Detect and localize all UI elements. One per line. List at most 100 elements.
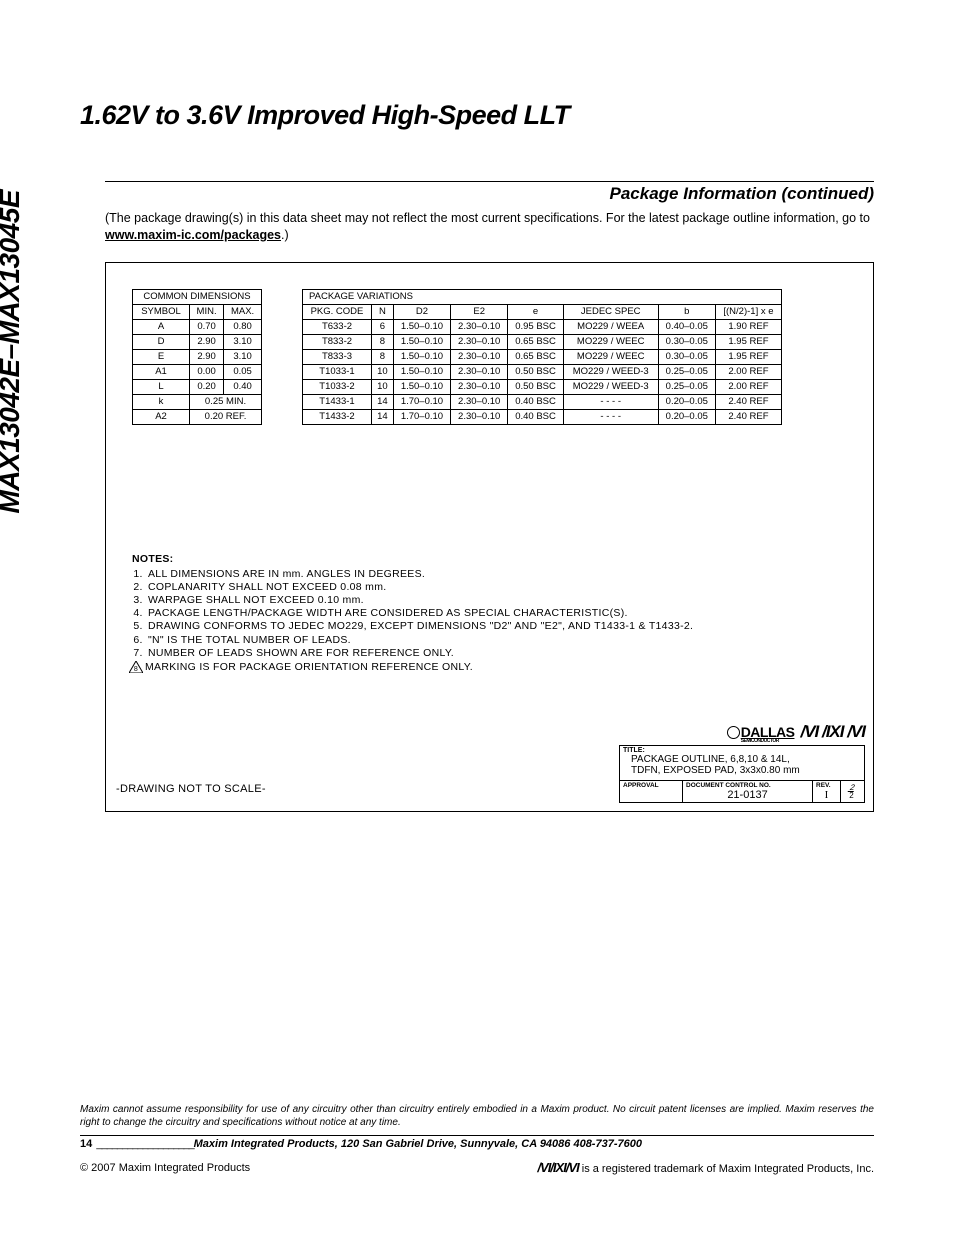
table-row: E2.903.10 bbox=[133, 349, 262, 364]
part-number-side-label: MAX13042E–MAX13045E bbox=[0, 190, 26, 514]
table-cell: 0.40 BSC bbox=[508, 394, 563, 409]
table-cell: 0.25 MIN. bbox=[190, 394, 262, 409]
table-row: D2.903.10 bbox=[133, 334, 262, 349]
tb-doc-cell: DOCUMENT CONTROL NO. 21-0137 bbox=[682, 781, 812, 802]
tb-title-line1: PACKAGE OUTLINE, 6,8,10 & 14L, bbox=[631, 754, 790, 765]
table-cell: 0.20–0.05 bbox=[658, 409, 715, 424]
common-dim-title: COMMON DIMENSIONS bbox=[133, 289, 262, 304]
note-8: 8 MARKING IS FOR PACKAGE ORIENTATION REF… bbox=[129, 661, 693, 674]
packages-link[interactable]: www.maxim-ic.com/packages bbox=[105, 228, 281, 242]
table-cell: MO229 / WEED-3 bbox=[563, 379, 658, 394]
tb-doc-label: DOCUMENT CONTROL NO. bbox=[686, 782, 809, 789]
note-item: WARPAGE SHALL NOT EXCEED 0.10 mm. bbox=[146, 594, 693, 607]
tb-title-row: TITLE: PACKAGE OUTLINE, 6,8,10 & 14L, TD… bbox=[620, 746, 864, 781]
table-cell: 1.50–0.10 bbox=[393, 379, 450, 394]
tb-rev-cell: REV. I bbox=[812, 781, 840, 802]
table-cell: 0.80 bbox=[224, 319, 262, 334]
table-cell: MO229 / WEEC bbox=[563, 334, 658, 349]
table-cell: 1.50–0.10 bbox=[393, 319, 450, 334]
table-cell: 0.65 BSC bbox=[508, 334, 563, 349]
section-heading: Package Information (continued) bbox=[105, 181, 874, 204]
table-cell: 0.50 BSC bbox=[508, 364, 563, 379]
table-cell: - - - - bbox=[563, 394, 658, 409]
table-cell: 0.25–0.05 bbox=[658, 379, 715, 394]
dallas-logo: DALLAS SEMICONDUCTOR bbox=[727, 724, 795, 740]
maxim-inline-logo: /VI/IXI/VI bbox=[537, 1160, 578, 1175]
table-row: T1033-2101.50–0.102.30–0.100.50 BSCMO229… bbox=[303, 379, 782, 394]
table-cell: 2.30–0.10 bbox=[451, 334, 508, 349]
table-cell: k bbox=[133, 394, 190, 409]
table-cell: 2.30–0.10 bbox=[451, 364, 508, 379]
table-header-cell: e bbox=[508, 304, 563, 319]
drawing-scale-note: -DRAWING NOT TO SCALE- bbox=[116, 783, 266, 795]
tb-title-label: TITLE: bbox=[623, 747, 861, 754]
table-row: L0.200.40 bbox=[133, 379, 262, 394]
note-item: ALL DIMENSIONS ARE IN mm. ANGLES IN DEGR… bbox=[146, 568, 693, 581]
underline-fill: ___________________ bbox=[92, 1138, 193, 1150]
tb-title-text: PACKAGE OUTLINE, 6,8,10 & 14L, TDFN, EXP… bbox=[623, 754, 861, 779]
table-cell: 2.30–0.10 bbox=[451, 349, 508, 364]
intro-paragraph: (The package drawing(s) in this data she… bbox=[105, 210, 874, 244]
table-cell: 0.40 bbox=[224, 379, 262, 394]
table-cell: 0.40 BSC bbox=[508, 409, 563, 424]
dallas-subtext: SEMICONDUCTOR bbox=[741, 738, 779, 744]
tb-doc-val: 21-0137 bbox=[686, 789, 809, 801]
intro-text: (The package drawing(s) in this data she… bbox=[105, 211, 870, 225]
table-row: T1433-2141.70–0.102.30–0.100.40 BSC- - -… bbox=[303, 409, 782, 424]
table-cell: 14 bbox=[371, 409, 393, 424]
sheet-den: 2 bbox=[849, 792, 855, 799]
table-cell: 0.30–0.05 bbox=[658, 334, 715, 349]
table-cell: T633-2 bbox=[303, 319, 372, 334]
table-cell: 2.90 bbox=[190, 334, 224, 349]
table-cell: 1.70–0.10 bbox=[393, 409, 450, 424]
table-cell: 2.40 REF bbox=[715, 409, 781, 424]
tb-approval-label: APPROVAL bbox=[623, 782, 679, 789]
table-row: T833-381.50–0.102.30–0.100.65 BSCMO229 /… bbox=[303, 349, 782, 364]
table-header-cell: b bbox=[658, 304, 715, 319]
table-cell: 0.20–0.05 bbox=[658, 394, 715, 409]
tb-rev-label: REV. bbox=[816, 782, 837, 789]
table-cell: D bbox=[133, 334, 190, 349]
pkgvar-title: PACKAGE VARIATIONS bbox=[303, 289, 782, 304]
tb-sheet-cell: 2 2 bbox=[840, 781, 864, 802]
package-variations-table: PACKAGE VARIATIONS PKG. CODEND2E2eJEDEC … bbox=[302, 289, 782, 425]
table-row: k0.25 MIN. bbox=[133, 394, 262, 409]
table-cell: T833-2 bbox=[303, 334, 372, 349]
table-cell: 1.50–0.10 bbox=[393, 349, 450, 364]
table-cell: 2.30–0.10 bbox=[451, 379, 508, 394]
tb-rev-val: I bbox=[816, 789, 837, 801]
table-cell: 1.50–0.10 bbox=[393, 334, 450, 349]
table-cell: 8 bbox=[371, 334, 393, 349]
note-8-text: MARKING IS FOR PACKAGE ORIENTATION REFER… bbox=[145, 661, 473, 674]
table-cell: 1.70–0.10 bbox=[393, 394, 450, 409]
table-cell: 0.00 bbox=[190, 364, 224, 379]
trademark-tail: is a registered trademark of Maxim Integ… bbox=[579, 1163, 874, 1175]
table-cell: 0.20 bbox=[190, 379, 224, 394]
page-content: 1.62V to 3.6V Improved High-Speed LLT Pa… bbox=[80, 100, 874, 1175]
note-item: NUMBER OF LEADS SHOWN ARE FOR REFERENCE … bbox=[146, 647, 693, 660]
note-item: "N" IS THE TOTAL NUMBER OF LEADS. bbox=[146, 634, 693, 647]
table-cell: 2.90 bbox=[190, 349, 224, 364]
table-row: A0.700.80 bbox=[133, 319, 262, 334]
table-cell: 0.20 REF. bbox=[190, 409, 262, 424]
drawing-title-block: DALLAS SEMICONDUCTOR /VI /IXI /VI TITLE:… bbox=[619, 721, 865, 803]
table-cell: 0.25–0.05 bbox=[658, 364, 715, 379]
table-cell: 2.30–0.10 bbox=[451, 319, 508, 334]
table-cell: MO229 / WEEA bbox=[563, 319, 658, 334]
tb-approval-cell: APPROVAL bbox=[620, 781, 682, 802]
note-item: DRAWING CONFORMS TO JEDEC MO229, EXCEPT … bbox=[146, 620, 693, 633]
notes-block: NOTES: ALL DIMENSIONS ARE IN mm. ANGLES … bbox=[132, 553, 693, 674]
table-cell: 3.10 bbox=[224, 349, 262, 364]
sheet-num: 2 bbox=[848, 784, 857, 792]
page-title: 1.62V to 3.6V Improved High-Speed LLT bbox=[80, 100, 874, 131]
table-cell: 0.95 BSC bbox=[508, 319, 563, 334]
intro-tail: .) bbox=[281, 228, 289, 242]
table-cell: 2.40 REF bbox=[715, 394, 781, 409]
table-header-cell: N bbox=[371, 304, 393, 319]
tb-bottom-row: APPROVAL DOCUMENT CONTROL NO. 21-0137 RE… bbox=[620, 781, 864, 802]
table-cell: 2.00 REF bbox=[715, 379, 781, 394]
address-line: 14 ___________________ Maxim Integrated … bbox=[80, 1135, 874, 1150]
page-footer: Maxim cannot assume responsibility for u… bbox=[80, 1103, 874, 1175]
col-min: MIN. bbox=[190, 304, 224, 319]
table-cell: E bbox=[133, 349, 190, 364]
